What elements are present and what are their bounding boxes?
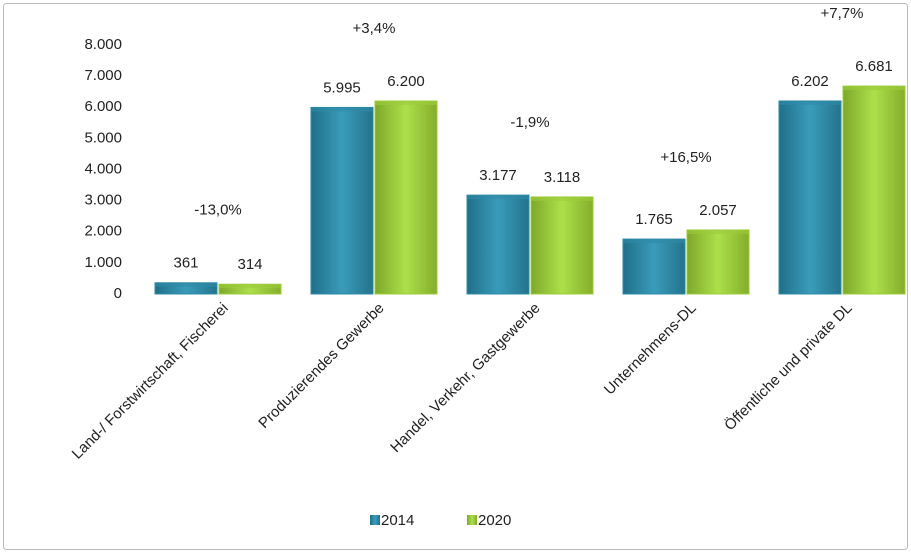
annotation: +3,4%: [353, 20, 396, 37]
bar-top: [623, 239, 685, 244]
y-tick-label: 2.000: [84, 223, 122, 240]
annotation: -13,0%: [194, 202, 242, 219]
bar-top: [219, 284, 281, 289]
bar-top: [375, 101, 437, 106]
y-tick-label: 7.000: [84, 67, 122, 84]
bar-top: [687, 229, 749, 234]
chart-frame: [3, 3, 908, 550]
y-tick-label: 3.000: [84, 192, 122, 209]
legend-swatch: [467, 515, 477, 525]
bar: [530, 196, 594, 295]
bar-top: [531, 196, 593, 201]
legend-swatch: [370, 515, 380, 525]
bar: [842, 85, 906, 295]
value-label: 3.118: [544, 169, 580, 186]
value-label: 6.202: [791, 73, 829, 90]
legend-label: 2014: [381, 512, 414, 529]
y-tick-label: 0: [114, 285, 122, 302]
annotation: -1,9%: [510, 114, 549, 131]
bar-top: [779, 100, 841, 105]
bar-top: [311, 107, 373, 112]
value-label: 6.681: [855, 58, 893, 75]
y-tick-label: 5.000: [84, 129, 122, 146]
y-tick-label: 4.000: [84, 160, 122, 177]
bar-top: [843, 86, 905, 91]
value-label: 3.177: [479, 167, 517, 184]
bar: [310, 106, 374, 295]
y-tick-label: 8.000: [84, 36, 122, 53]
bar-top: [155, 282, 217, 287]
y-tick-label: 1.000: [84, 254, 122, 271]
bar: [466, 194, 530, 295]
bar: [374, 100, 438, 295]
value-label: 361: [173, 255, 198, 272]
legend-label: 2020: [478, 512, 511, 529]
annotation: +16,5%: [660, 149, 711, 166]
bar: [686, 229, 750, 295]
value-label: 6.200: [387, 73, 425, 90]
value-label: 5.995: [323, 79, 361, 96]
value-label: 314: [237, 256, 262, 273]
value-label: 1.765: [635, 211, 673, 228]
y-tick-label: 6.000: [84, 98, 122, 115]
bar-top: [467, 195, 529, 200]
annotation: +7,7%: [821, 5, 864, 22]
bar: [778, 100, 842, 295]
bar: [622, 238, 686, 295]
value-label: 2.057: [699, 202, 737, 219]
